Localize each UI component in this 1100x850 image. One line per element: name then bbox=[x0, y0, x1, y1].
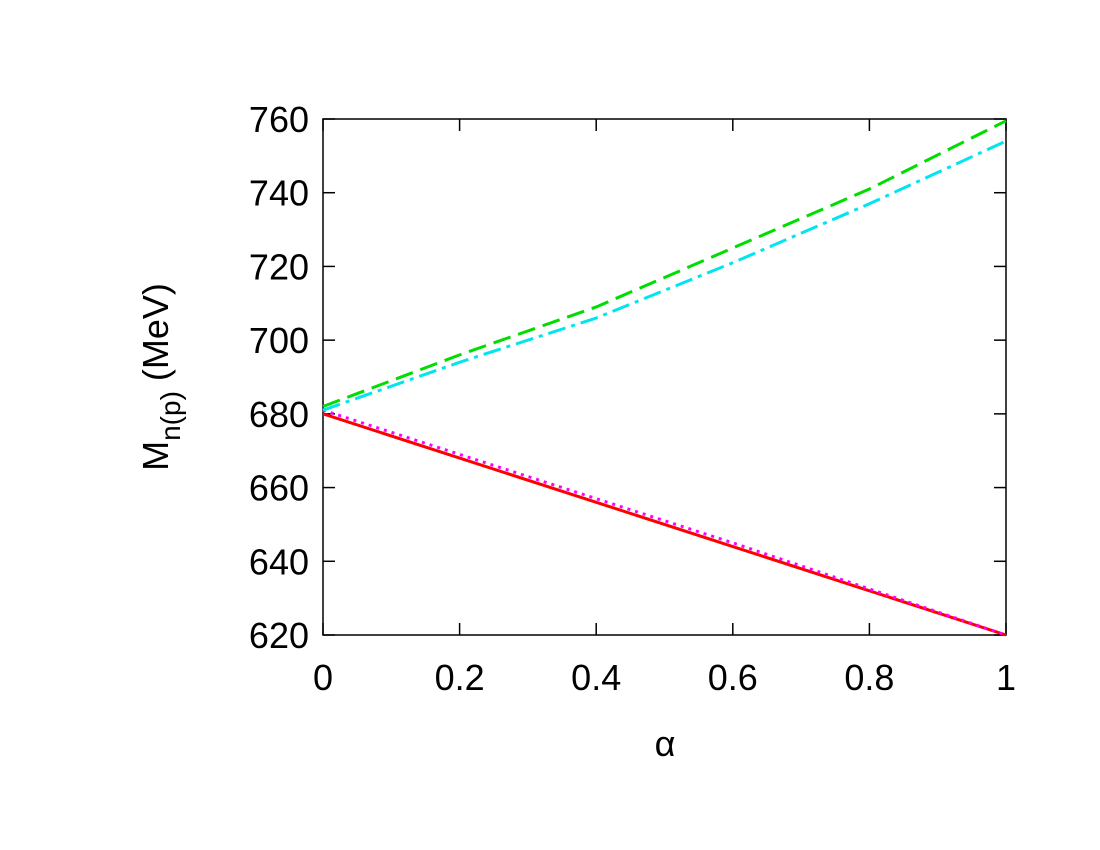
y-label-symbol: M bbox=[135, 441, 176, 471]
y-tick-label: 680 bbox=[249, 394, 309, 435]
y-tick-label: 700 bbox=[249, 320, 309, 361]
y-tick-label: 760 bbox=[249, 99, 309, 140]
y-tick-label: 660 bbox=[249, 468, 309, 509]
x-tick-label: 1 bbox=[996, 657, 1016, 698]
series-line bbox=[322, 139, 1007, 412]
y-tick-label: 740 bbox=[249, 173, 309, 214]
x-tick-label: 0.4 bbox=[571, 657, 621, 698]
y-label-subscript: n(p) bbox=[155, 391, 186, 441]
y-axis-label: Mn(p) (MeV) bbox=[135, 283, 186, 471]
series-line bbox=[322, 119, 1007, 408]
x-tick-label: 0 bbox=[313, 657, 333, 698]
plot-frame bbox=[322, 118, 1007, 636]
y-tick-label: 720 bbox=[249, 246, 309, 287]
x-tick-label: 0.8 bbox=[844, 657, 894, 698]
y-tick-label: 620 bbox=[249, 615, 309, 656]
series-line bbox=[322, 412, 1007, 637]
x-tick-label: 0.2 bbox=[435, 657, 485, 698]
x-tick-label: 0.6 bbox=[708, 657, 758, 698]
y-label-unit: (MeV) bbox=[135, 283, 176, 381]
x-axis-label: α bbox=[655, 723, 676, 764]
y-tick-label: 640 bbox=[249, 541, 309, 582]
